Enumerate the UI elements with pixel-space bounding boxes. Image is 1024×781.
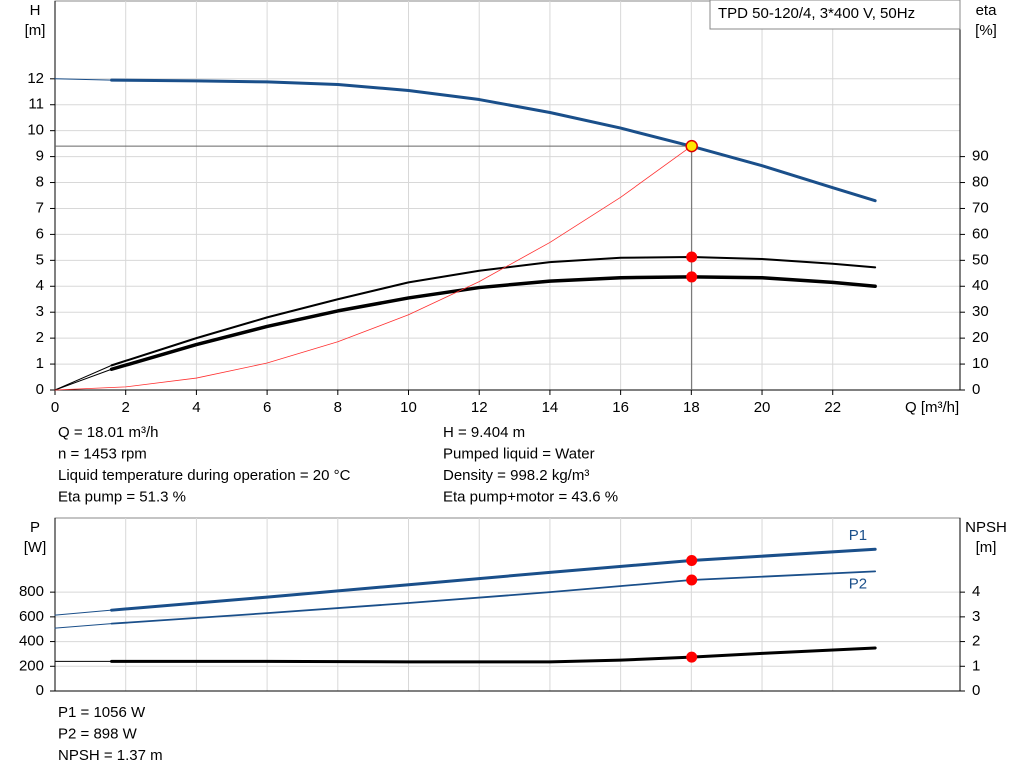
y-tick-label: 8 bbox=[36, 174, 44, 191]
y2-tick-label: 50 bbox=[972, 251, 989, 268]
y-tick-label: 9 bbox=[36, 148, 44, 165]
operating-point bbox=[686, 555, 698, 567]
y-axis-unit: [m] bbox=[25, 22, 46, 39]
info-text: H = 9.404 m bbox=[443, 424, 525, 441]
info-text: n = 1453 rpm bbox=[58, 445, 147, 462]
y2-tick-label: 2 bbox=[972, 633, 980, 650]
series-label: P2 bbox=[849, 575, 867, 592]
curve bbox=[110, 78, 877, 203]
info-text: Q = 18.01 m³/h bbox=[58, 424, 158, 441]
y2-tick-label: 4 bbox=[972, 583, 980, 600]
x-tick-label: 18 bbox=[683, 399, 700, 416]
curve-extrapolated bbox=[54, 368, 113, 391]
y-tick-label: 12 bbox=[27, 70, 44, 87]
operating-point bbox=[686, 651, 698, 663]
y-tick-label: 2 bbox=[36, 329, 44, 346]
y-axis-label: H bbox=[30, 2, 41, 19]
y2-tick-label: 30 bbox=[972, 303, 989, 320]
y-axis-unit: [W] bbox=[24, 539, 47, 556]
curve-extrapolated bbox=[54, 623, 113, 629]
info-text: P2 = 898 W bbox=[58, 725, 138, 742]
curve-extrapolated bbox=[54, 364, 113, 391]
info-text: P1 = 1056 W bbox=[58, 704, 146, 721]
x-tick-label: 12 bbox=[471, 399, 488, 416]
y2-tick-label: 0 bbox=[972, 381, 980, 398]
x-tick-label: 4 bbox=[192, 399, 200, 416]
y2-tick-label: 40 bbox=[972, 277, 989, 294]
y-tick-label: 800 bbox=[19, 583, 44, 600]
y-tick-label: 7 bbox=[36, 199, 44, 216]
y2-tick-label: 3 bbox=[972, 608, 980, 625]
y2-tick-label: 90 bbox=[972, 148, 989, 165]
y2-tick-label: 70 bbox=[972, 199, 989, 216]
curve-extrapolated bbox=[54, 78, 113, 81]
curve bbox=[109, 275, 877, 372]
y-tick-label: 1 bbox=[36, 355, 44, 372]
x-tick-label: 22 bbox=[824, 399, 841, 416]
info-text: Eta pump+motor = 43.6 % bbox=[443, 488, 618, 505]
info-text: NPSH = 1.37 m bbox=[58, 747, 163, 764]
y-tick-label: 0 bbox=[36, 682, 44, 699]
y-tick-label: 5 bbox=[36, 251, 44, 268]
y2-tick-label: 20 bbox=[972, 329, 989, 346]
y-tick-label: 4 bbox=[36, 277, 44, 294]
x-tick-label: 2 bbox=[122, 399, 130, 416]
operating-point bbox=[686, 574, 698, 586]
y2-axis-unit: [%] bbox=[975, 22, 997, 39]
info-text: Liquid temperature during operation = 20… bbox=[58, 467, 351, 484]
y-tick-label: 6 bbox=[36, 225, 44, 242]
info-text: Pumped liquid = Water bbox=[443, 445, 595, 462]
x-tick-label: 16 bbox=[612, 399, 629, 416]
y-tick-label: 0 bbox=[36, 381, 44, 398]
curve bbox=[110, 646, 877, 664]
x-tick-label: 14 bbox=[542, 399, 559, 416]
operating-point bbox=[685, 139, 698, 153]
y-tick-label: 11 bbox=[28, 96, 44, 113]
y-tick-label: 3 bbox=[36, 303, 44, 320]
y-axis-label: P bbox=[30, 519, 40, 536]
operating-point bbox=[686, 271, 698, 283]
y2-tick-label: 60 bbox=[972, 225, 989, 242]
x-tick-label: 20 bbox=[754, 399, 771, 416]
x-tick-label: 8 bbox=[334, 399, 342, 416]
curve bbox=[110, 547, 877, 612]
curve bbox=[110, 570, 877, 625]
x-tick-label: 10 bbox=[400, 399, 417, 416]
x-tick-label: 6 bbox=[263, 399, 271, 416]
system-curve bbox=[54, 145, 692, 391]
x-tick-label: 0 bbox=[51, 399, 59, 416]
series-label: P1 bbox=[849, 527, 867, 544]
y2-tick-label: 1 bbox=[972, 657, 980, 674]
y2-axis-unit: [m] bbox=[976, 539, 997, 556]
plot-area bbox=[54, 0, 961, 391]
x-axis-label: Q [m³/h] bbox=[905, 399, 959, 416]
y-tick-label: 400 bbox=[19, 633, 44, 650]
legend-text: TPD 50-120/4, 3*400 V, 50Hz bbox=[718, 5, 915, 22]
y2-axis-label: NPSH bbox=[965, 519, 1007, 536]
legend-box bbox=[709, 0, 961, 30]
y2-tick-label: 80 bbox=[972, 174, 989, 191]
operating-point bbox=[686, 251, 698, 263]
y-tick-label: 600 bbox=[19, 608, 44, 625]
y2-tick-label: 0 bbox=[972, 682, 980, 699]
info-text: Density = 998.2 kg/m³ bbox=[443, 467, 589, 484]
curve-extrapolated bbox=[54, 609, 113, 616]
y2-axis-label: eta bbox=[976, 2, 998, 19]
info-text: Eta pump = 51.3 % bbox=[58, 488, 186, 505]
y-tick-label: 200 bbox=[19, 657, 44, 674]
curve bbox=[110, 255, 877, 367]
y-tick-label: 10 bbox=[27, 122, 44, 139]
y2-tick-label: 10 bbox=[972, 355, 989, 372]
